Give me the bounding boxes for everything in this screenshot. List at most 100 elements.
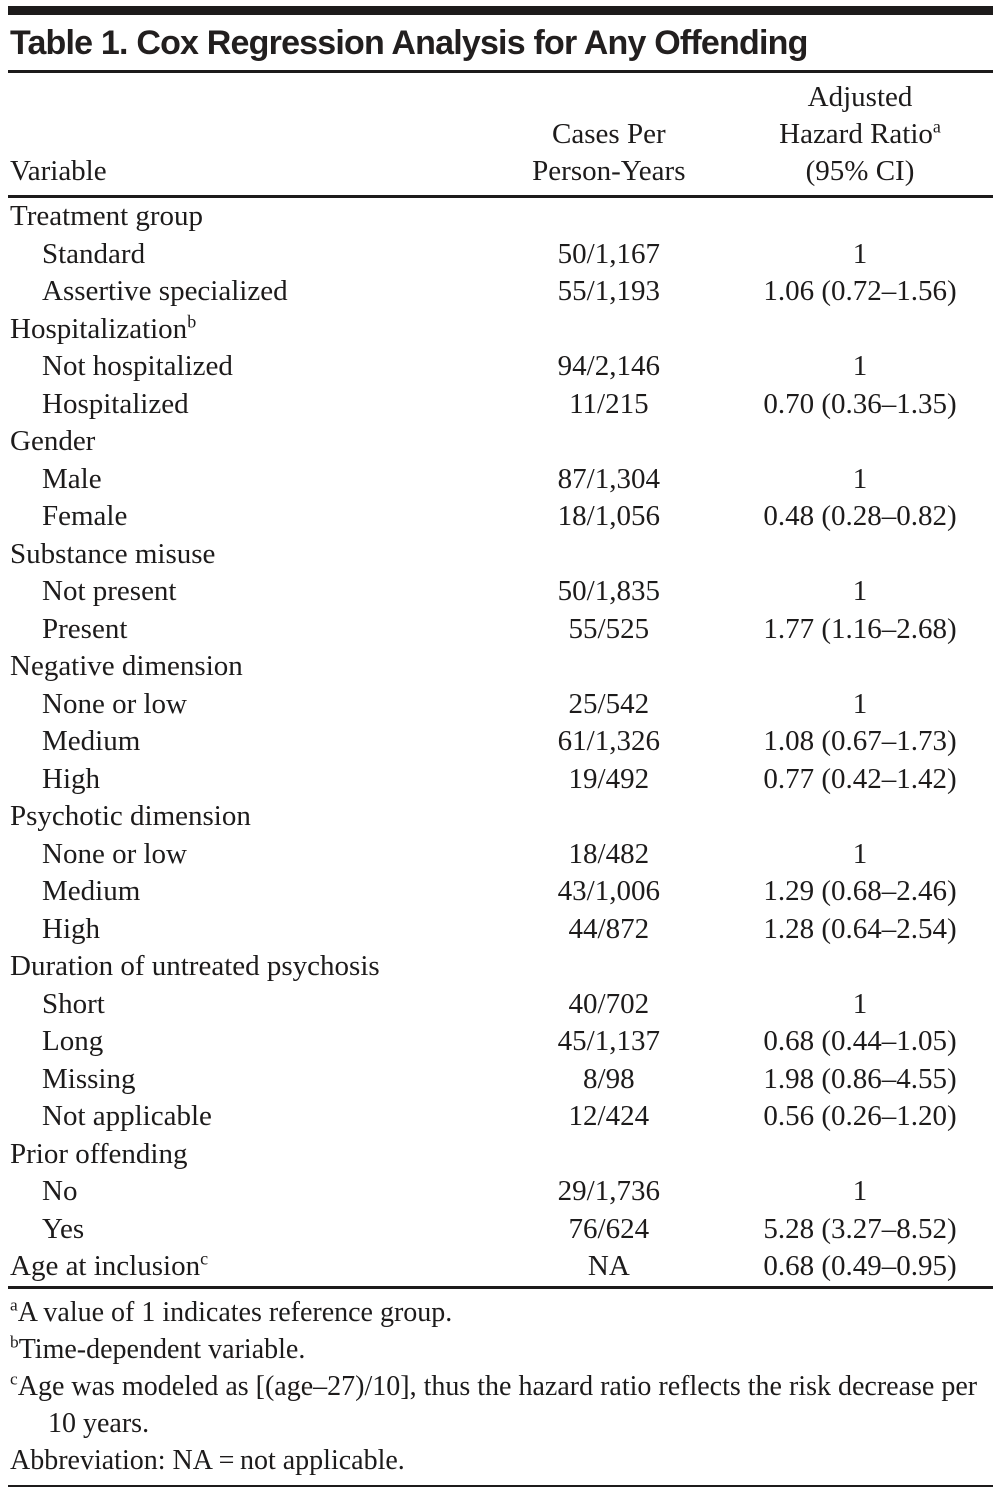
row-label: Prior offending [8,1136,491,1174]
table-row: None or low 18/482 1 [8,836,993,874]
cases-per-person-years-value: 18/1,056 [557,500,660,532]
cases-per-person-years-value: 29/1,736 [557,1175,660,1207]
row-label: Yes [8,1211,491,1249]
cases-per-person-years-value: 44/872 [568,912,650,945]
table-row: Medium 43/1,006 1.29 (0.68–2.46) [8,873,993,911]
table-row: Prior offending [8,1136,993,1174]
table-row: Not hospitalized 94/2,146 1 [8,348,993,386]
hazard-ratio-value: 1.28 (0.64–2.54) [763,912,957,945]
hazard-ratio-value [727,1136,993,1174]
row-label-text: Not applicable [42,1100,212,1132]
row-label: Missing [8,1061,491,1099]
row-label: Treatment group [8,197,491,236]
table-row: Medium 61/1,326 1.08 (0.67–1.73) [8,723,993,761]
footnote-marker-a: a [932,116,941,137]
footnote: aA value of 1 indicates reference group. [10,1294,993,1331]
hazard-ratio-value: 1 [852,1175,868,1207]
row-label-text: Negative dimension [10,650,243,682]
column-header-variable: Variable [8,73,491,198]
table-footnotes: aA value of 1 indicates reference group.… [8,1289,993,1485]
table-row: Psychotic dimension [8,798,993,836]
table-row: Not applicable 12/424 0.56 (0.26–1.20) [8,1098,993,1136]
hazard-ratio-value: 1.06 (0.72–1.56) [763,275,957,307]
row-label: Not present [8,573,491,611]
top-rule-thick [8,6,993,15]
hazard-ratio-value: 1 [852,837,868,870]
row-label-text: Assertive specialized [42,275,288,307]
row-label: Gender [8,423,491,461]
table-row: Treatment group [8,197,993,236]
row-label-text: No [42,1175,78,1207]
row-label: Not applicable [8,1098,491,1136]
table-row: Not present 50/1,835 1 [8,573,993,611]
row-label-text: Not present [42,575,177,607]
table-row: Long 45/1,137 0.68 (0.44–1.05) [8,1023,993,1061]
cases-per-person-years-value: 50/1,835 [557,575,660,607]
cases-per-person-years-value [491,648,727,686]
cases-header-line2: Person-Years [532,155,686,187]
cases-per-person-years-value [491,798,727,836]
hr-header-line2: Hazard Ratioa [779,116,941,150]
hazard-ratio-value: 1 [852,237,868,270]
row-label-text: Female [42,500,128,532]
hazard-ratio-value [727,648,993,686]
cases-per-person-years-value [491,197,727,236]
row-label: Medium [8,723,491,761]
row-label-text: High [42,762,100,795]
row-label-text: Psychotic dimension [10,800,251,832]
hazard-ratio-value: 5.28 (3.27–8.52) [763,1212,957,1245]
table-row: High 19/492 0.77 (0.42–1.42) [8,761,993,799]
table-row: Negative dimension [8,648,993,686]
row-label: None or low [8,686,491,724]
row-label-text: None or low [42,687,187,720]
row-label: Female [8,498,491,536]
table-row: Hospitalizationb [8,311,993,349]
row-label: Psychotic dimension [8,798,491,836]
row-label: Assertive specialized [8,273,491,311]
cases-per-person-years-value: 19/492 [568,762,650,795]
cases-per-person-years-value [491,948,727,986]
footnote-marker-c: c [10,1369,18,1389]
footnote: Abbreviation: NA = not applicable. [10,1442,993,1479]
row-label-text: Standard [42,237,146,270]
footnote-text: Age was modeled as [(age–27)/10], thus t… [17,1370,978,1439]
table-row: Yes 76/624 5.28 (3.27–8.52) [8,1211,993,1249]
row-label-text: Treatment group [10,200,204,232]
table-row: High 44/872 1.28 (0.64–2.54) [8,911,993,949]
hazard-ratio-value: 1 [852,987,868,1020]
bottom-rule [8,1484,993,1487]
hr-header-line3: (95% CI) [805,155,915,187]
hazard-ratio-value: 1 [852,687,868,720]
footnote-marker-c: c [200,1248,209,1269]
cases-per-person-years-value: 25/542 [568,687,650,720]
row-label: High [8,911,491,949]
table-row: No 29/1,736 1 [8,1173,993,1211]
variable-header-label: Variable [10,155,107,187]
cases-per-person-years-value [491,536,727,574]
hazard-ratio-value: 1 [852,350,868,382]
hazard-ratio-value [727,311,993,349]
row-label: Long [8,1023,491,1061]
hazard-ratio-value: 0.77 (0.42–1.42) [763,762,957,795]
row-label: Short [8,986,491,1024]
row-label: Hospitalizationb [8,311,491,349]
row-label-text: Substance misuse [10,537,216,570]
row-label: Negative dimension [8,648,491,686]
hazard-ratio-value [727,536,993,574]
row-label-text: Yes [42,1212,85,1245]
row-label-text: Present [42,612,128,645]
hazard-ratio-value: 0.68 (0.44–1.05) [763,1025,957,1057]
cases-per-person-years-value: 40/702 [568,987,650,1020]
cases-header-line1: Cases Per [552,118,666,150]
row-label-text: Medium [42,725,141,757]
cases-per-person-years-value: 61/1,326 [557,725,660,757]
row-label: None or low [8,836,491,874]
footnote-text: A value of 1 indicates reference group. [17,1296,453,1328]
row-label-text: Hospitalization [10,312,188,345]
header-row: Variable Cases Per Person-Years Adjusted… [8,73,993,198]
footnote-text: Abbreviation: NA = not applicable. [10,1444,405,1476]
hazard-ratio-value: 1.77 (1.16–2.68) [763,612,957,645]
cases-per-person-years-value: 87/1,304 [557,462,660,495]
row-label-text: Medium [42,875,141,907]
